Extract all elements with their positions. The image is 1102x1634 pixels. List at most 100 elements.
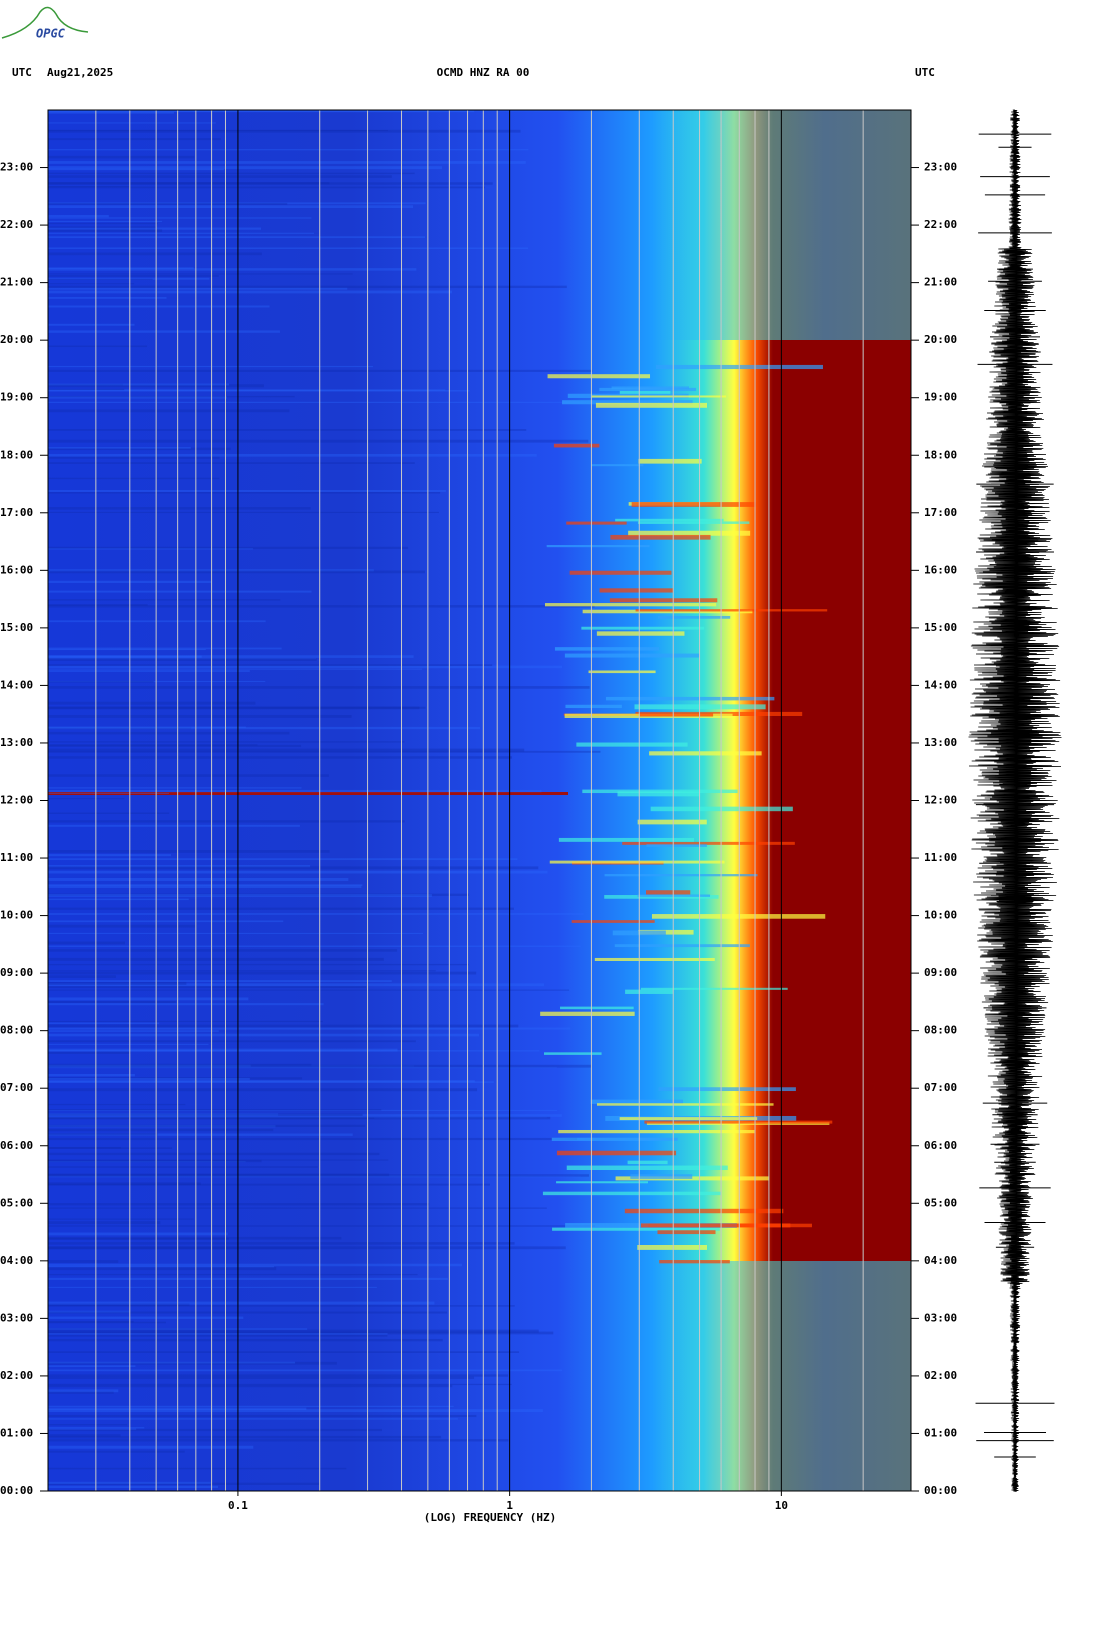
texture-band	[48, 604, 148, 606]
texture-band	[48, 220, 163, 223]
texture-band	[48, 365, 373, 368]
texture-event	[594, 957, 715, 961]
texture-event	[558, 837, 694, 842]
texture-band	[48, 726, 481, 730]
texture-event	[599, 387, 697, 392]
header-date: Aug21,2025	[47, 66, 113, 79]
texture-band	[48, 1232, 228, 1236]
texture-band	[48, 664, 493, 667]
texture-band	[48, 1113, 279, 1117]
texture-event	[549, 860, 725, 864]
texture-band	[48, 1152, 380, 1156]
texture-band	[48, 1390, 114, 1394]
texture-event	[658, 1087, 796, 1092]
texture-event	[619, 390, 671, 395]
texture-band	[48, 429, 527, 431]
texture-band	[48, 686, 590, 689]
texture-band	[48, 983, 545, 987]
texture-band	[48, 1333, 388, 1335]
texture-band	[48, 477, 220, 480]
texture-band	[48, 665, 563, 669]
texture-band	[48, 383, 123, 386]
texture-band	[48, 1286, 377, 1288]
texture-band	[48, 1329, 539, 1333]
texture-band	[48, 1040, 416, 1043]
texture-event	[659, 1259, 730, 1264]
y-tick-label: 06:00	[0, 1139, 33, 1152]
texture-band	[48, 166, 442, 170]
texture-band	[48, 658, 317, 660]
texture-band	[48, 1183, 490, 1186]
texture-band	[48, 1048, 398, 1052]
texture-event	[553, 443, 600, 448]
texture-band	[48, 731, 290, 735]
texture-band	[48, 701, 256, 705]
texture-band	[48, 1133, 158, 1136]
texture-band	[48, 186, 486, 189]
texture-event	[556, 1181, 648, 1184]
y-tick-label: 07:00	[0, 1081, 33, 1094]
texture-band	[48, 1369, 563, 1372]
texture-band	[48, 1063, 312, 1067]
texture-band	[48, 1146, 122, 1149]
texture-band	[48, 750, 601, 753]
texture-band	[48, 1389, 119, 1393]
texture-event	[615, 518, 724, 522]
y-tick-label: 15:00	[0, 621, 33, 634]
texture-band	[48, 275, 219, 277]
texture-event	[610, 534, 711, 540]
y-tick-label-right: 00:00	[924, 1484, 957, 1497]
texture-event	[635, 609, 828, 612]
texture-band	[48, 1159, 262, 1163]
y-tick-label-right: 19:00	[924, 391, 957, 404]
texture-band	[48, 1137, 578, 1141]
texture-band	[48, 390, 470, 392]
texture-band	[48, 1103, 186, 1106]
texture-band	[48, 546, 409, 549]
texture-band	[48, 714, 352, 718]
texture-band	[48, 970, 436, 972]
texture-event	[611, 386, 689, 390]
texture-band	[48, 789, 542, 793]
texture-event	[625, 989, 674, 994]
y-tick-label: 23:00	[0, 161, 33, 174]
texture-band	[48, 894, 432, 897]
texture-band	[48, 395, 228, 399]
texture-band	[48, 1159, 389, 1161]
texture-band	[48, 858, 518, 861]
y-tick-label: 22:00	[0, 218, 33, 231]
texture-event	[650, 806, 793, 812]
texture-band	[48, 1266, 275, 1268]
y-tick-label-right: 16:00	[924, 563, 957, 576]
texture-band	[48, 658, 317, 661]
texture-band	[48, 1174, 590, 1177]
texture-event	[588, 670, 656, 674]
texture-event	[627, 1160, 668, 1165]
texture-band	[48, 1424, 128, 1426]
texture-band	[48, 454, 537, 457]
texture-band	[48, 182, 493, 185]
texture-event	[615, 1176, 770, 1181]
texture-band	[48, 283, 135, 285]
texture-band	[48, 110, 475, 113]
seismogram-trace	[968, 109, 1062, 1492]
texture-band	[48, 215, 109, 218]
texture-band	[48, 924, 197, 928]
texture-band	[48, 1128, 274, 1132]
texture-band	[48, 1450, 185, 1453]
texture-event	[551, 1137, 678, 1141]
texture-event	[581, 626, 705, 630]
texture-event	[617, 791, 701, 797]
texture-band	[48, 1301, 435, 1305]
y-tick-label: 03:00	[0, 1311, 33, 1324]
texture-band	[48, 1161, 246, 1163]
texture-band	[48, 1080, 475, 1083]
texture-band	[48, 1088, 478, 1092]
texture-band	[48, 227, 262, 230]
texture-band	[48, 949, 398, 952]
texture-event	[590, 1099, 683, 1104]
texture-band	[48, 655, 202, 658]
texture-band	[48, 893, 469, 896]
texture-band	[48, 268, 417, 271]
